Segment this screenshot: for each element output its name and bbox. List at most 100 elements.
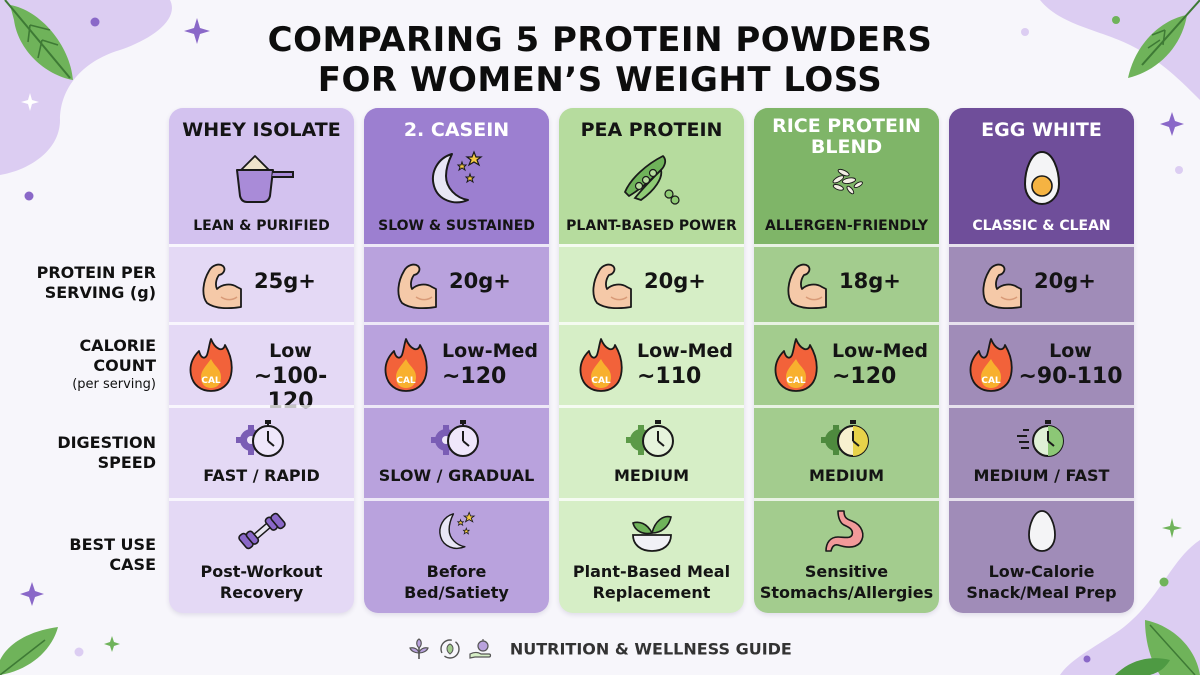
stomach-icon <box>824 510 864 552</box>
best-use-line-2: Snack/Meal Prep <box>966 583 1117 602</box>
best-use-line-2: Replacement <box>592 583 711 602</box>
column-tagline: CLASSIC & CLEAN <box>972 218 1111 234</box>
best-use-value: Plant-Based Meal Replacement <box>559 561 744 603</box>
protein-cell: 18g+ <box>754 244 939 322</box>
sprout-icon <box>409 638 429 659</box>
egg-icon <box>1027 510 1056 552</box>
column-name: EGG WHITE <box>981 119 1102 141</box>
dumbbell-icon <box>237 512 286 550</box>
calorie-range: ~110 <box>637 364 702 389</box>
flame-cal-icon <box>774 337 818 393</box>
column-tagline: LEAN & PURIFIED <box>193 218 330 234</box>
best-use-value: Sensitive Stomachs/Allergies <box>754 561 939 603</box>
protein-value: 20g+ <box>449 269 511 293</box>
best-use-line-2: Stomachs/Allergies <box>759 583 934 602</box>
gear-clock-icon <box>430 418 484 460</box>
protein-cell: 20g+ <box>949 244 1134 322</box>
moon-stars-icon <box>432 509 482 553</box>
digestion-value: MEDIUM / FAST <box>973 466 1110 485</box>
flame-cal-icon <box>969 337 1013 393</box>
digestion-value: MEDIUM <box>809 466 884 485</box>
calorie-level: Low-Med <box>637 340 733 362</box>
column-header: RICE PROTEIN BLEND ALLERGEN-FRIENDLY <box>754 108 939 244</box>
protein-value: 18g+ <box>839 269 901 293</box>
digestion-cell: MEDIUM / FAST <box>949 405 1134 498</box>
flame-cal-icon <box>189 337 233 393</box>
protein-value: 20g+ <box>644 269 706 293</box>
protein-value: 20g+ <box>1034 269 1096 293</box>
column-whey-isolate: WHEY ISOLATE LEAN & PURIFIED 25g+ Low ~1… <box>169 108 354 613</box>
leaf-icon <box>1115 620 1200 675</box>
column-header: PEA PROTEIN PLANT-BASED POWER <box>559 108 744 244</box>
gear-clock-icon <box>625 420 674 457</box>
best-use-line-1: Low-Calorie <box>988 562 1095 581</box>
best-use-value: Before Bed/Satiety <box>364 561 549 603</box>
best-use-line-2: Bed/Satiety <box>404 583 509 602</box>
digestion-cell: MEDIUM <box>754 405 939 498</box>
column-pea-protein: PEA PROTEIN PLANT-BASED POWER 20g+ Low-M… <box>559 108 744 613</box>
digestion-value: FAST / RAPID <box>203 466 320 485</box>
calorie-level: Low-Med <box>832 340 928 362</box>
leaf-icon <box>4 0 73 80</box>
column-rice-protein-blend: RICE PROTEIN BLEND ALLERGEN-FRIENDLY 18g… <box>754 108 939 613</box>
best-use-line-1: Before <box>426 562 487 581</box>
flame-cal-icon <box>384 337 428 393</box>
moon-stars-icon <box>422 148 492 208</box>
hand-apple-icon <box>469 639 492 659</box>
column-header: EGG WHITE CLASSIC & CLEAN <box>949 108 1134 244</box>
flexed-bicep-icon <box>589 259 633 309</box>
digestion-value: SLOW / GRADUAL <box>378 466 535 485</box>
column-header: 2. CASEIN SLOW & SUSTAINED <box>364 108 549 244</box>
rice-grains-icon <box>832 168 863 195</box>
best-use-line-1: Sensitive <box>804 562 889 581</box>
column-name: PEA PROTEIN <box>580 119 723 141</box>
best-use-line-1: Plant-Based Meal <box>572 562 731 581</box>
calorie-cell: Low-Med ~110 <box>559 322 744 405</box>
calorie-range: ~100-120 <box>253 364 328 414</box>
leaf-icon <box>0 627 58 675</box>
column-header: WHEY ISOLATE LEAN & PURIFIED <box>169 108 354 244</box>
protein-value: 25g+ <box>254 269 316 293</box>
protein-cell: 20g+ <box>559 244 744 322</box>
calorie-range: ~120 <box>832 364 897 389</box>
protein-scoop-icon <box>235 155 294 203</box>
footer-label: NUTRITION & WELLNESS GUIDE <box>509 639 792 659</box>
footer: NUTRITION & WELLNESS GUIDE <box>0 638 1200 660</box>
column-tagline: PLANT-BASED POWER <box>566 218 737 234</box>
leaf-icon <box>1128 0 1200 78</box>
pea-pod-icon <box>623 155 680 205</box>
protein-cell: 25g+ <box>169 244 354 322</box>
best-use-cell: Post-Workout Recovery <box>169 498 354 613</box>
flexed-bicep-icon <box>394 259 438 309</box>
calorie-cell: Low-Med ~120 <box>754 322 939 405</box>
gear-clock-icon <box>820 420 869 457</box>
column-name: WHEY ISOLATE <box>182 119 341 141</box>
protein-cell: 20g+ <box>364 244 549 322</box>
calorie-level: Low <box>1049 340 1092 362</box>
digestion-cell: FAST / RAPID <box>169 405 354 498</box>
calorie-cell: Low ~100-120 <box>169 322 354 414</box>
fast-stopwatch-icon <box>1016 420 1064 457</box>
best-use-cell: Low-Calorie Snack/Meal Prep <box>949 498 1134 613</box>
row-label-digestion: DIGESTION SPEED <box>57 433 156 472</box>
column-tagline: ALLERGEN-FRIENDLY <box>765 218 928 234</box>
row-label-best-use: BEST USE CASE <box>69 535 156 574</box>
best-use-line-1: Post-Workout <box>200 562 323 581</box>
column-tagline: SLOW & SUSTAINED <box>378 218 535 234</box>
row-label-calorie-title: CALORIE COUNT <box>79 336 156 375</box>
page-title: COMPARING 5 PROTEIN POWDERS FOR WOMEN’S … <box>0 20 1200 100</box>
best-use-cell: Before Bed/Satiety <box>364 498 549 613</box>
title-line-1: COMPARING 5 PROTEIN POWDERS <box>267 20 933 60</box>
digestion-value: MEDIUM <box>614 466 689 485</box>
row-label-calorie-subtitle: (per serving) <box>72 377 156 392</box>
column-casein: 2. CASEIN SLOW & SUSTAINED 20g+ Low-Med … <box>364 108 549 613</box>
row-label-protein: PROTEIN PER SERVING (g) <box>36 263 156 302</box>
best-use-value: Low-Calorie Snack/Meal Prep <box>949 561 1134 603</box>
title-line-2: FOR WOMEN’S WEIGHT LOSS <box>317 60 883 100</box>
flame-cal-icon <box>579 337 623 393</box>
flexed-bicep-icon <box>784 259 828 309</box>
column-egg-white: EGG WHITE CLASSIC & CLEAN 20g+ Low ~90-1… <box>949 108 1134 613</box>
column-name: RICE PROTEIN BLEND <box>772 115 921 158</box>
best-use-line-2: Recovery <box>219 583 304 602</box>
sprout-bowl-icon <box>631 515 672 552</box>
